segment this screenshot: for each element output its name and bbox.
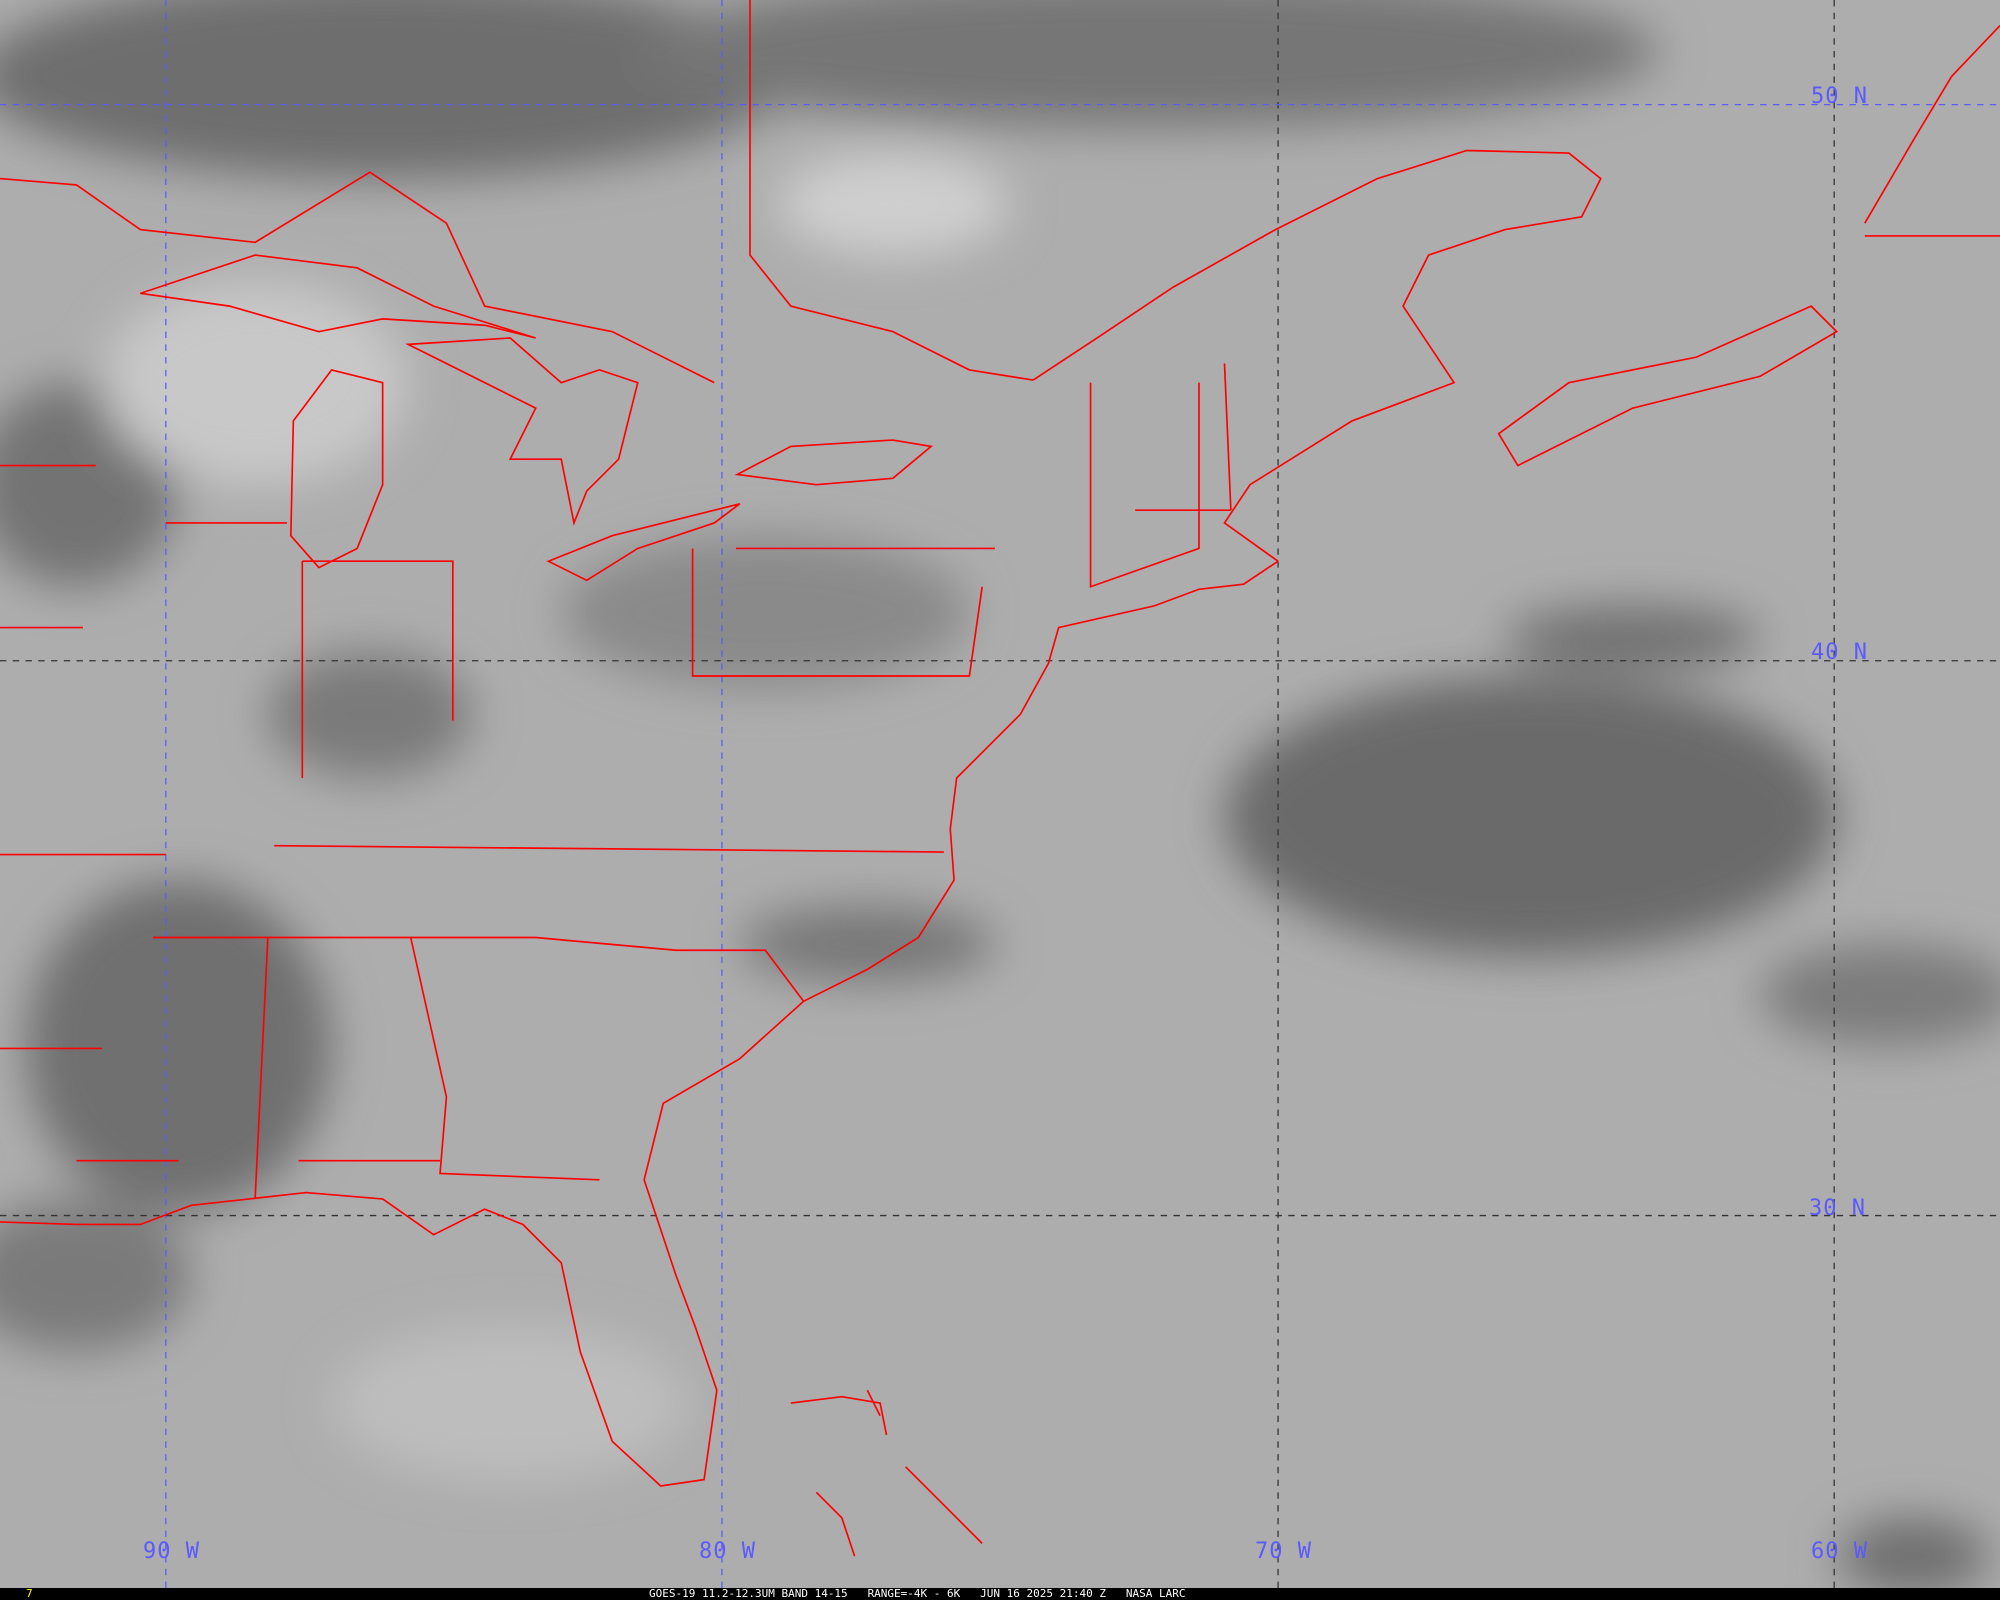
lake-superior: [140, 254, 536, 339]
band-info: 11.2-12.3UM BAND 14-15: [701, 1587, 848, 1600]
bahamas: [790, 1389, 983, 1557]
lake-ontario: [734, 439, 934, 486]
lake-michigan: [289, 368, 384, 569]
newfoundland: [1864, 24, 2000, 237]
political-boundaries: [0, 0, 2000, 1557]
state-lines: [0, 363, 1232, 1200]
frame-number: 7: [26, 1587, 33, 1600]
nova-scotia: [1497, 305, 1839, 467]
lat-label-40n: 40 N: [1811, 640, 1868, 665]
lake-huron: [405, 337, 639, 526]
us-east-coastline: [0, 560, 1279, 1487]
lake-erie: [546, 503, 741, 582]
image-caption: GOES-19 11.2-12.3UM BAND 14-15 RANGE=-4K…: [649, 1588, 1185, 1600]
range-info: RANGE=-4K - 6K: [867, 1587, 961, 1600]
lon-label-60w: 60 W: [1811, 1539, 1868, 1564]
lat-label-50n: 50 N: [1811, 84, 1868, 109]
satellite-name: GOES-19: [649, 1587, 696, 1600]
canada-coastline: [1032, 149, 1602, 562]
lat-label-30n: 30 N: [1809, 1196, 1866, 1221]
datetime: JUN 16 2025 21:40 Z: [980, 1587, 1106, 1600]
lon-label-80w: 80 W: [699, 1539, 756, 1564]
lon-label-70w: 70 W: [1255, 1539, 1312, 1564]
status-bar: 7 GOES-19 11.2-12.3UM BAND 14-15 RANGE=-4…: [0, 1588, 2000, 1600]
us-canada-border: [0, 0, 1034, 384]
source: NASA LARC: [1125, 1587, 1186, 1600]
lon-label-90w: 90 W: [143, 1539, 200, 1564]
